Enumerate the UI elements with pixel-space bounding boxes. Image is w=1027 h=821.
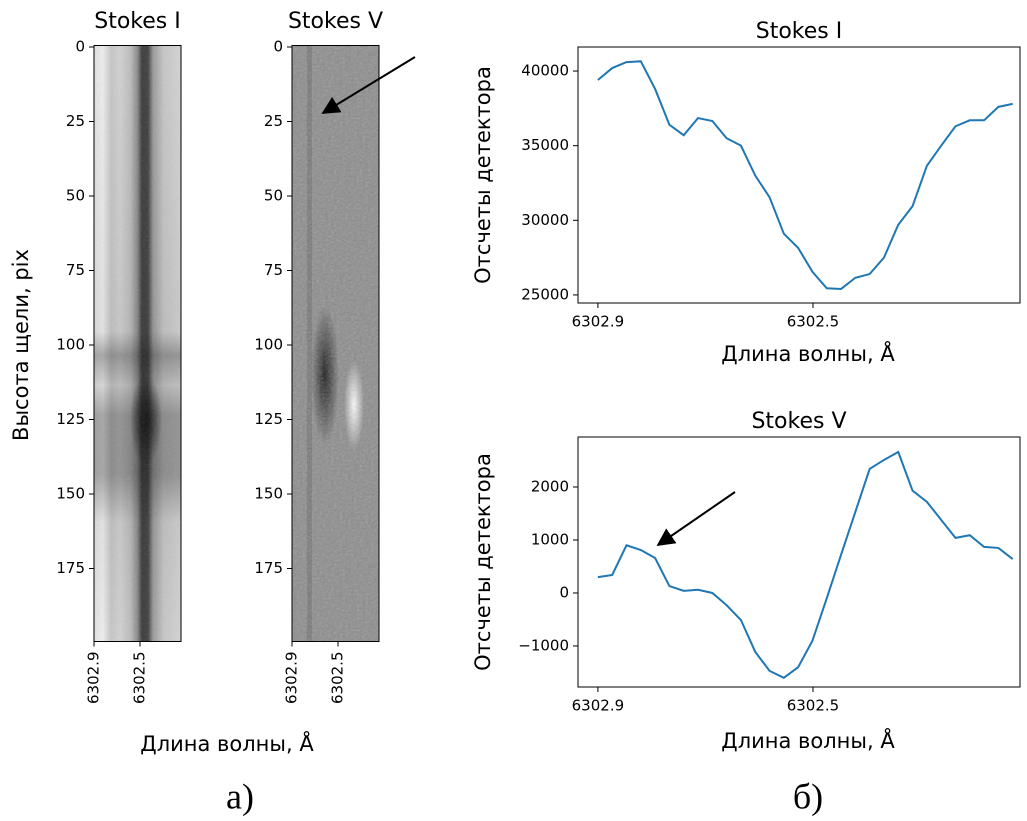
data-line (597, 450, 1014, 679)
stokes-i-image (94, 45, 181, 642)
x-tick-label: 6302.9 (572, 313, 625, 331)
x-tick-label: 6302.5 (787, 313, 840, 331)
axes-frame (291, 45, 380, 642)
panel-label: а) (226, 776, 254, 816)
y-tick-label: 2000 (531, 477, 569, 495)
y-tick-label: 125 (56, 410, 85, 428)
y-tick-label: 35000 (521, 136, 569, 154)
y-tick-label: 0 (559, 583, 569, 601)
arrow (321, 56, 416, 114)
data-line (597, 60, 1013, 290)
chart-title: Stokes V (288, 9, 383, 34)
x-tick-label: 6302.9 (283, 652, 301, 705)
y-tick-label: 100 (254, 335, 283, 353)
chart-title: Stokes V (751, 409, 846, 434)
x-axis-label: Длина волны, Å (140, 730, 314, 756)
y-tick-label: 175 (254, 559, 283, 577)
y-tick-label: 100 (56, 335, 85, 353)
chart-title: Stokes I (756, 19, 843, 44)
y-tick-label: 150 (254, 484, 283, 502)
axes-frame (577, 436, 1021, 688)
x-tick-label: 6302.9 (85, 652, 103, 705)
x-tick-label: 6302.5 (787, 697, 840, 715)
y-tick-label: 75 (264, 261, 283, 279)
y-axis-label: Отсчеты детектора (471, 66, 495, 284)
x-tick-label: 6302.5 (329, 652, 347, 705)
y-tick-label: 25000 (521, 285, 569, 303)
y-tick-label: 175 (56, 559, 85, 577)
arrow (656, 491, 736, 547)
panel-label: б) (793, 776, 823, 816)
y-tick-label: 0 (75, 37, 85, 55)
y-tick-label: 150 (56, 484, 85, 502)
y-tick-label: 75 (66, 261, 85, 279)
x-tick-label: 6302.5 (131, 652, 149, 705)
y-tick-label: 25 (66, 112, 85, 130)
y-tick-label: 50 (66, 186, 85, 204)
y-tick-label: 50 (264, 186, 283, 204)
y-tick-label: 125 (254, 410, 283, 428)
y-axis-label: Отсчеты детектора (471, 453, 495, 671)
y-tick-label: 0 (273, 37, 283, 55)
y-tick-label: 25 (264, 112, 283, 130)
axes-frame (577, 46, 1021, 304)
x-axis-label: Длина волны, Å (721, 340, 895, 366)
stokes-v-image (292, 45, 379, 642)
axes-frame (93, 45, 182, 642)
y-tick-label: 1000 (531, 530, 569, 548)
y-tick-label: −1000 (518, 636, 569, 654)
y-tick-label: 30000 (521, 211, 569, 229)
y-axis-label: Высота щели, pix (9, 249, 33, 441)
x-axis-label: Длина волны, Å (721, 727, 895, 753)
x-tick-label: 6302.9 (572, 697, 625, 715)
chart-title: Stokes I (94, 9, 181, 34)
y-tick-label: 40000 (521, 62, 569, 80)
